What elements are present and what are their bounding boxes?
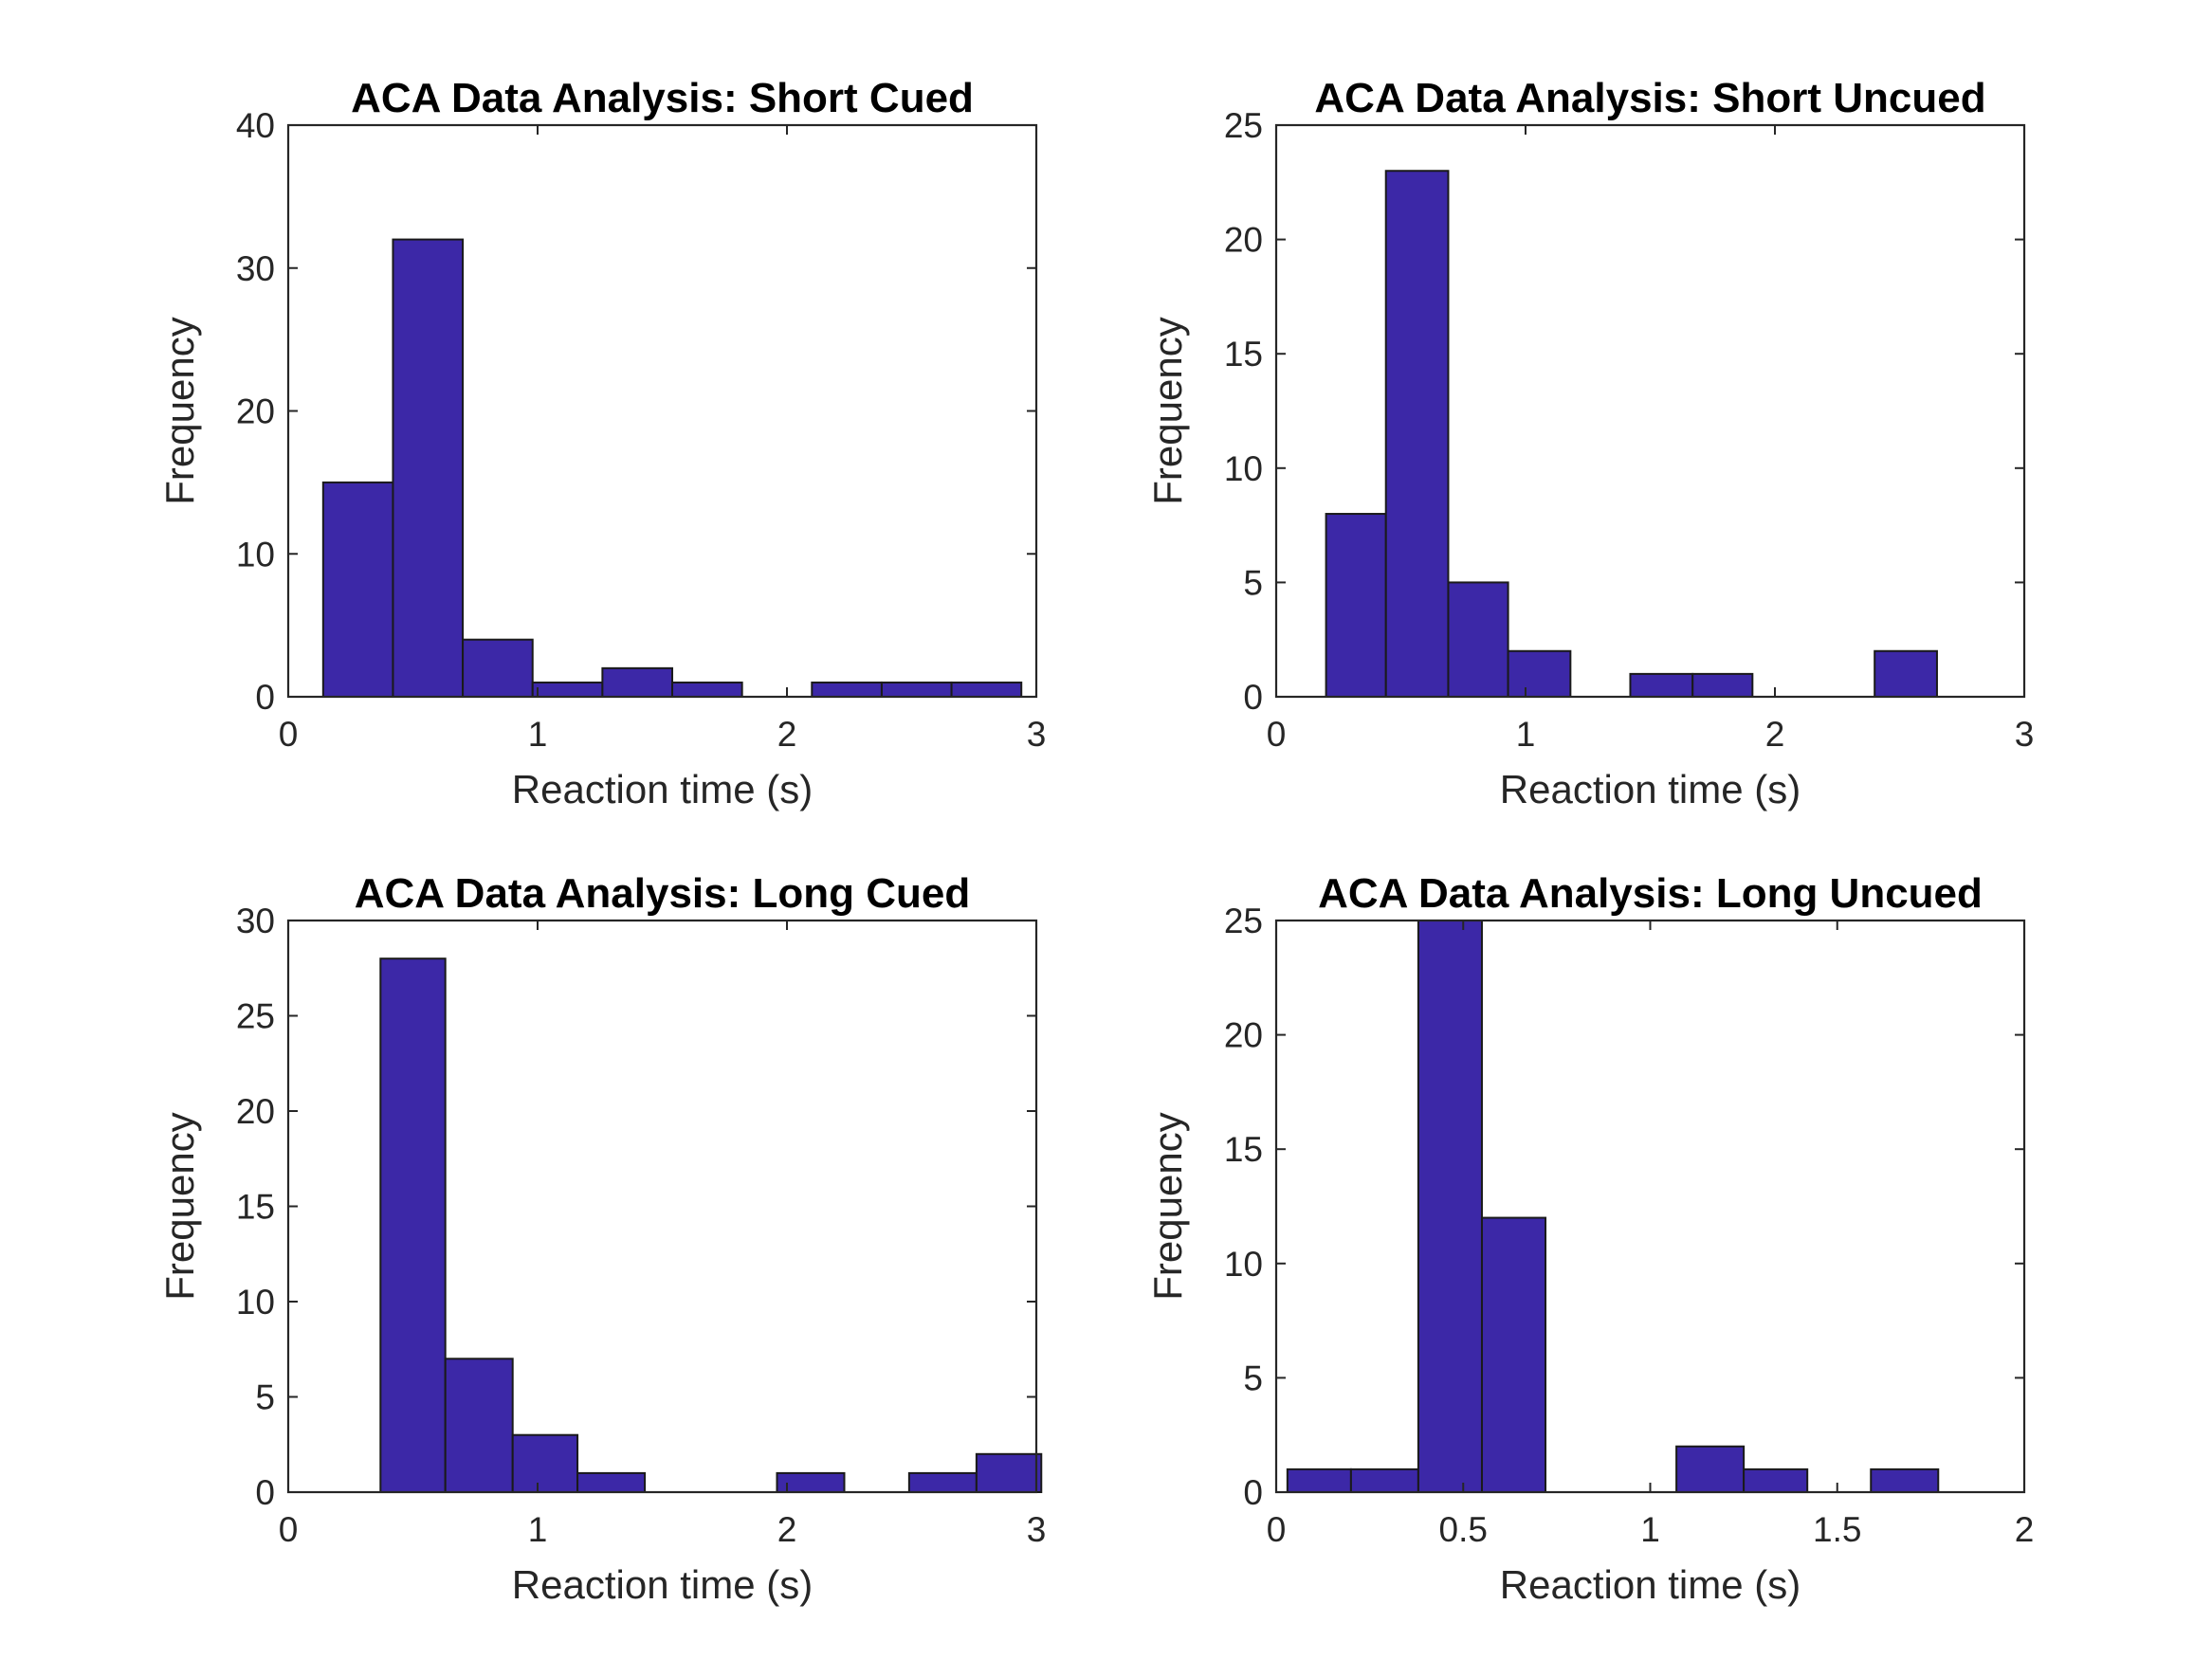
histogram-bar <box>1286 1468 1352 1494</box>
y-tick-label: 0 <box>255 1473 275 1512</box>
x-tick-label: 1 <box>1516 715 1536 754</box>
histogram-bar <box>392 238 465 698</box>
y-tick-label: 20 <box>236 1092 275 1131</box>
histogram-bar <box>576 1471 647 1494</box>
histogram-bar <box>321 481 394 698</box>
y-axis-label: Frequency <box>157 1112 202 1300</box>
chart-title: ACA Data Analysis: Short Cued <box>351 75 974 121</box>
y-tick-label: 25 <box>1224 902 1263 940</box>
y-tick-label: 40 <box>236 106 275 145</box>
y-tick-label: 0 <box>255 678 275 717</box>
histogram-bar <box>950 681 1023 698</box>
histogram-bar <box>1480 1216 1547 1494</box>
histogram-panel: 0 1 2 3 0 5 10 15 20 25 ACA Data Analysis: Short U… <box>1145 75 2034 811</box>
x-axis-label: Reaction time (s) <box>1500 767 1801 811</box>
histogram-bar <box>1874 649 1938 699</box>
y-tick-label: 25 <box>236 997 275 1036</box>
y-axis-label: Frequency <box>1145 1112 1190 1300</box>
chart-title: ACA Data Analysis: Short Uncued <box>1314 75 1985 121</box>
histogram-bar <box>444 1358 514 1494</box>
y-tick-label: 0 <box>1243 1473 1263 1512</box>
x-tick-label: 3 <box>1027 715 1047 754</box>
x-tick-label: 1 <box>528 715 548 754</box>
histogram-bar <box>1675 1445 1746 1494</box>
histogram-bar <box>1507 649 1572 699</box>
histogram-bar <box>1743 1468 1809 1494</box>
y-tick-label: 20 <box>1224 221 1263 260</box>
x-tick-label: 2 <box>2015 1510 2035 1549</box>
x-tick-label: 2 <box>777 1510 797 1549</box>
y-tick-label: 0 <box>1243 678 1263 717</box>
y-axis-label: Frequency <box>1145 317 1190 504</box>
histogram-bar <box>975 1452 1043 1494</box>
histogram-bar <box>511 1433 579 1493</box>
x-tick-label: 2 <box>1765 715 1785 754</box>
x-tick-label: 1.5 <box>1813 1510 1861 1549</box>
histogram-bar <box>671 681 743 698</box>
y-tick-label: 15 <box>1224 335 1263 374</box>
x-tick-label: 0 <box>279 1510 299 1549</box>
y-tick-label: 5 <box>255 1378 275 1417</box>
histogram-bar <box>1691 672 1754 699</box>
x-tick-label: 3 <box>1027 1510 1047 1549</box>
histogram-bar <box>1447 581 1509 699</box>
y-tick-label: 10 <box>236 535 275 574</box>
y-tick-label: 30 <box>236 902 275 940</box>
histogram-bar <box>462 638 534 699</box>
histogram-bar <box>1384 170 1450 699</box>
y-tick-label: 15 <box>236 1188 275 1227</box>
x-axis-label: Reaction time (s) <box>512 1562 813 1607</box>
x-axis-label: Reaction time (s) <box>1500 1562 1801 1607</box>
y-tick-label: 20 <box>1224 1016 1263 1055</box>
x-tick-label: 2 <box>777 715 797 754</box>
x-tick-label: 3 <box>2015 715 2035 754</box>
histogram-bar <box>907 1471 978 1494</box>
histogram-bar <box>880 681 953 698</box>
histogram-bar <box>1629 672 1694 699</box>
x-axis-label: Reaction time (s) <box>512 767 813 811</box>
y-tick-label: 25 <box>1224 106 1263 145</box>
x-tick-label: 0 <box>279 715 299 754</box>
histogram-bar <box>379 957 447 1493</box>
y-tick-label: 10 <box>1224 1245 1263 1284</box>
histogram-bar <box>531 681 604 698</box>
histogram-bar <box>811 681 883 698</box>
y-tick-label: 15 <box>1224 1130 1263 1169</box>
x-tick-label: 0 <box>1267 1510 1287 1549</box>
axes-frame <box>1274 919 2026 1494</box>
x-tick-label: 0 <box>1267 715 1287 754</box>
y-axis-label: Frequency <box>157 317 202 504</box>
x-tick-label: 0.5 <box>1439 1510 1488 1549</box>
y-tick-label: 30 <box>236 249 275 288</box>
y-tick-label: 10 <box>236 1283 275 1322</box>
chart-title: ACA Data Analysis: Long Cued <box>355 870 970 917</box>
y-tick-label: 5 <box>1243 563 1263 602</box>
y-tick-label: 20 <box>236 392 275 431</box>
y-tick-label: 5 <box>1243 1358 1263 1397</box>
x-tick-label: 1 <box>1640 1510 1660 1549</box>
histogram-bar <box>1870 1468 1940 1494</box>
histogram-bar <box>1417 920 1483 1493</box>
histogram-bar <box>1325 513 1387 698</box>
x-tick-label: 1 <box>528 1510 548 1549</box>
histogram-bar <box>1349 1468 1419 1494</box>
axes-frame <box>1274 123 2026 699</box>
y-tick-label: 10 <box>1224 449 1263 488</box>
histogram-bar <box>601 666 674 698</box>
chart-title: ACA Data Analysis: Long Uncued <box>1318 870 1983 917</box>
